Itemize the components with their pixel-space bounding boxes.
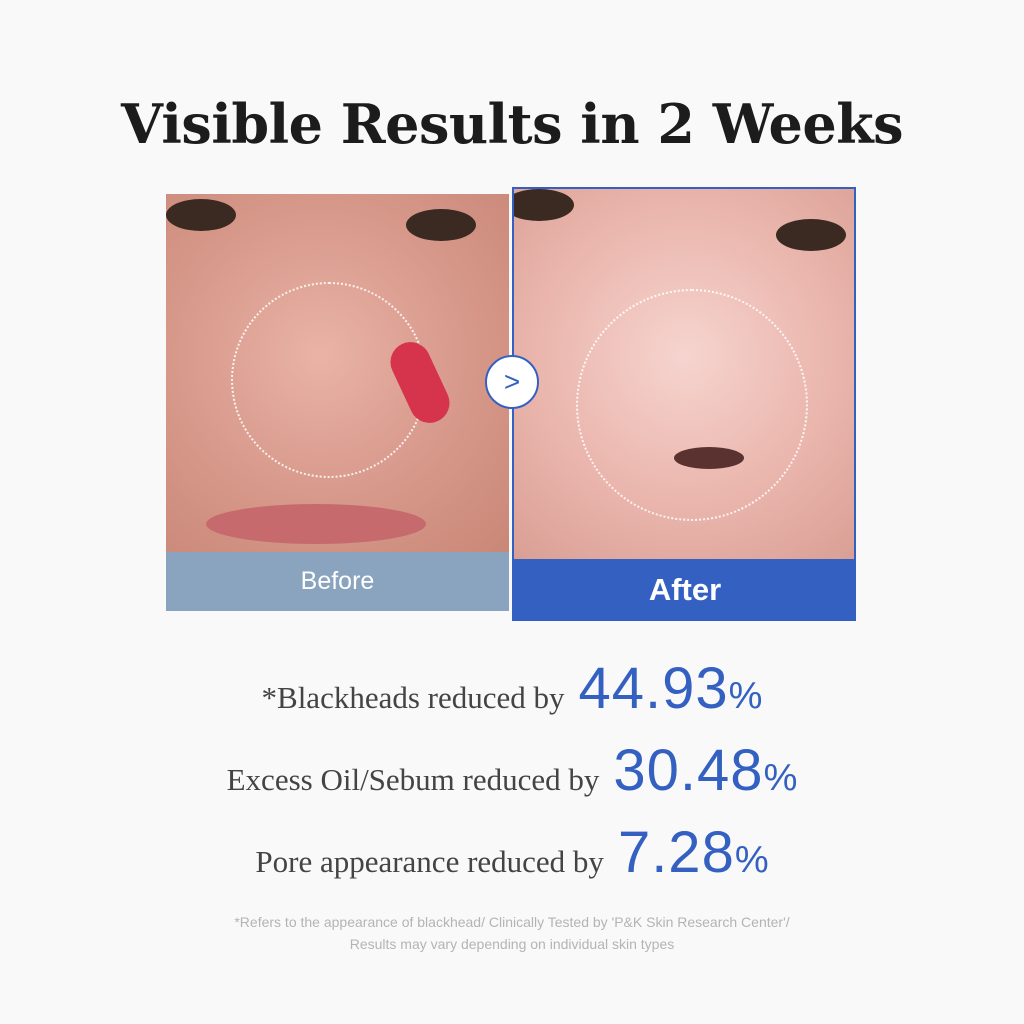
eye [406,209,476,241]
after-frame [512,187,856,621]
nostril [674,447,744,469]
page-title: Visible Results in 2 Weeks [120,92,904,156]
stat-blackheads: *Blackheads reduced by 44.93 % [0,655,1024,722]
footnote: *Refers to the appearance of blackhead/ … [0,911,1024,955]
footnote-line: *Refers to the appearance of blackhead/ … [234,914,790,930]
stat-oil: Excess Oil/Sebum reduced by 30.48 % [0,737,1024,804]
before-label: Before [166,552,509,611]
chevron-right-icon: > [485,355,539,409]
stat-value: 30.48 [613,738,764,803]
stat-value: 44.93 [578,656,729,721]
highlight-circle [576,289,808,521]
footnote-line: Results may vary depending on individual… [349,936,675,952]
stat-label: Pore appearance reduced by [255,844,604,879]
stat-unit: % [728,675,763,717]
after-photo [514,189,856,559]
stat-value: 7.28 [617,820,735,885]
before-photo [166,194,509,552]
eye [776,219,846,251]
eye [514,189,574,221]
eye [166,199,236,231]
stat-unit: % [763,757,798,799]
stat-pores: Pore appearance reduced by 7.28 % [0,819,1024,886]
stat-unit: % [734,839,769,881]
after-label: After [514,559,856,621]
stat-label: *Blackheads reduced by [261,680,565,715]
stat-label: Excess Oil/Sebum reduced by [226,762,600,797]
lips [206,504,426,544]
